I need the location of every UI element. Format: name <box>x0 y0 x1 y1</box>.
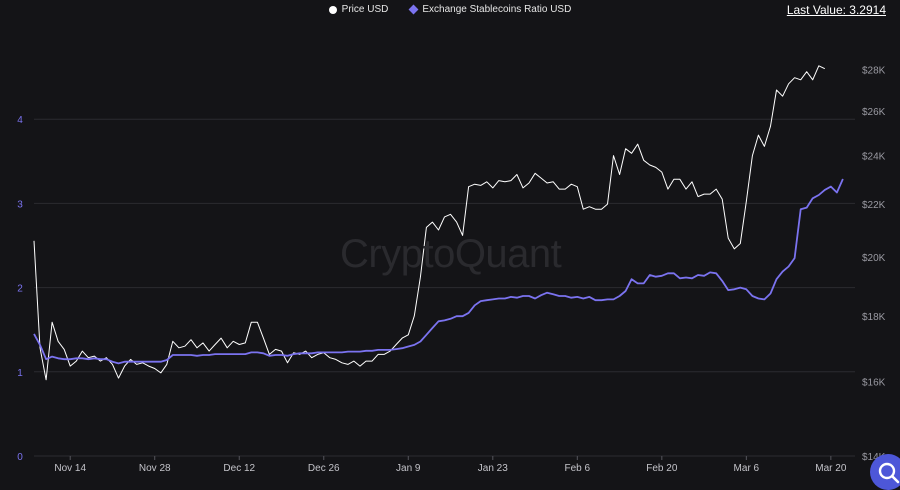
left-tick-label: 4 <box>17 115 23 126</box>
legend-item-price[interactable]: Price USD <box>328 4 389 15</box>
left-tick-label: 3 <box>17 199 23 210</box>
x-tick-label: Nov 14 <box>54 463 86 474</box>
search-icon <box>878 462 900 484</box>
legend-price-label: Price USD <box>341 4 389 15</box>
x-tick-label: Dec 12 <box>223 463 255 474</box>
ratio-series-line <box>33 178 844 365</box>
legend-diamond-icon <box>408 4 419 15</box>
left-tick-label: 1 <box>17 368 23 379</box>
right-tick-label: $18K <box>862 312 886 323</box>
right-tick-label: $24K <box>862 152 886 163</box>
last-value-readout: Last Value: 3.2914 <box>786 3 886 17</box>
x-tick-label: Nov 28 <box>139 463 171 474</box>
right-tick-label: $22K <box>862 200 886 211</box>
right-tick-label: $16K <box>862 378 886 389</box>
x-axis: Nov 14 Nov 28 Dec 12 Dec 26 Jan 9 Jan 23 Feb 6… <box>54 456 847 474</box>
legend-item-ratio[interactable]: Exchange Stablecoins Ratio USD <box>408 4 572 15</box>
x-tick-label: Jan 23 <box>478 463 508 474</box>
right-tick-label: $28K <box>862 66 886 77</box>
search-button[interactable] <box>870 454 900 490</box>
left-tick-label: 0 <box>17 452 23 463</box>
legend-ratio-label: Exchange Stablecoins Ratio USD <box>422 4 572 15</box>
x-tick-label: Jan 9 <box>396 463 421 474</box>
series <box>33 65 844 381</box>
left-tick-label: 2 <box>17 284 23 295</box>
legend: Price USD Exchange Stablecoins Ratio USD <box>0 4 900 15</box>
x-tick-label: Mar 20 <box>815 463 847 474</box>
right-tick-label: $14K <box>862 452 886 463</box>
watermark: CryptoQuant <box>340 232 562 276</box>
price-series-line <box>33 65 826 381</box>
gridlines <box>34 118 855 457</box>
legend-circle-icon <box>328 5 337 14</box>
x-tick-label: Dec 26 <box>308 463 340 474</box>
x-tick-label: Mar 6 <box>734 463 760 474</box>
right-axis: $14K $16K $18K $20K $22K $24K $26K $28K <box>862 66 886 463</box>
right-tick-label: $26K <box>862 107 886 118</box>
x-tick-label: Feb 20 <box>646 463 678 474</box>
left-axis: 0 1 2 3 4 <box>17 115 23 463</box>
x-tick-label: Feb 6 <box>565 463 591 474</box>
right-tick-label: $20K <box>862 253 886 264</box>
